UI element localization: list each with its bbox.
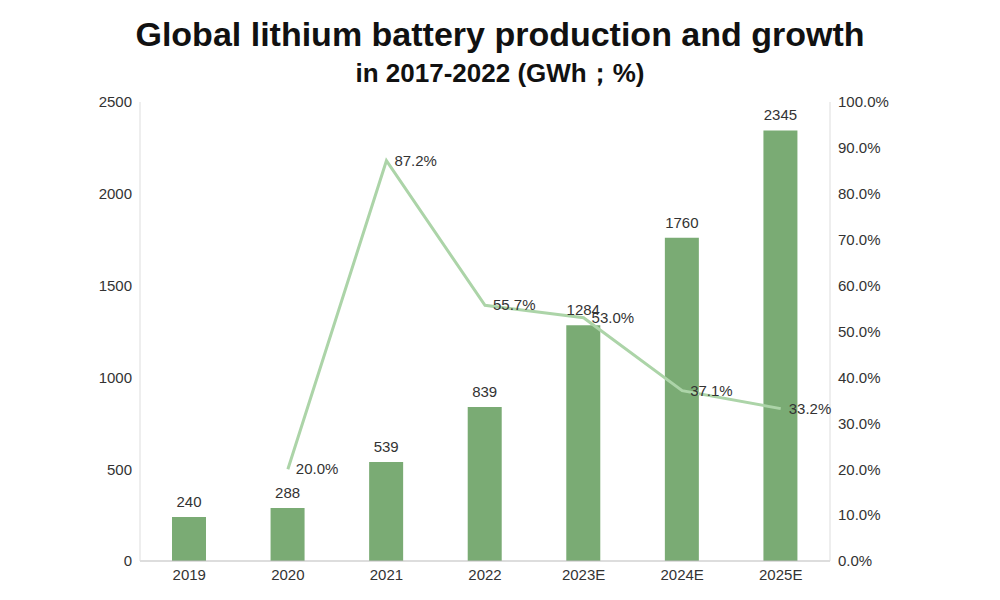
svg-text:2345: 2345	[764, 106, 797, 123]
svg-text:288: 288	[275, 484, 300, 501]
svg-text:90.0%: 90.0%	[838, 139, 881, 156]
svg-text:50.0%: 50.0%	[838, 323, 881, 340]
svg-text:1500: 1500	[99, 277, 132, 294]
svg-text:2023E: 2023E	[562, 566, 605, 583]
svg-text:1000: 1000	[99, 369, 132, 386]
svg-text:0.0%: 0.0%	[838, 552, 872, 569]
svg-text:2021: 2021	[370, 566, 403, 583]
svg-text:60.0%: 60.0%	[838, 277, 881, 294]
svg-text:80.0%: 80.0%	[838, 185, 881, 202]
svg-text:539: 539	[374, 438, 399, 455]
svg-text:240: 240	[176, 493, 201, 510]
svg-text:2019: 2019	[173, 566, 206, 583]
html-text:Global lithium battery product: Global lithium battery production and gr…	[135, 15, 865, 53]
svg-text:839: 839	[472, 383, 497, 400]
svg-text:2024E: 2024E	[660, 566, 703, 583]
svg-text:2000: 2000	[99, 185, 132, 202]
svg-text:20.0%: 20.0%	[838, 461, 881, 478]
svg-text:2020: 2020	[271, 566, 304, 583]
svg-text:100.0%: 100.0%	[838, 93, 889, 110]
svg-text:40.0%: 40.0%	[838, 369, 881, 386]
svg-text:55.7%: 55.7%	[493, 296, 536, 313]
svg-text:53.0%: 53.0%	[592, 309, 635, 326]
svg-text:1760: 1760	[665, 214, 698, 231]
svg-text:30.0%: 30.0%	[838, 415, 881, 432]
svg-text:1284: 1284	[566, 301, 600, 319]
svg-text:87.2%: 87.2%	[394, 152, 437, 169]
html-text:in 2017-2022 (GWh；%): in 2017-2022 (GWh；%)	[355, 58, 645, 88]
svg-text:33.2%: 33.2%	[789, 400, 832, 417]
svg-text:2022: 2022	[468, 566, 501, 583]
svg-text:0: 0	[124, 552, 132, 569]
svg-text:10.0%: 10.0%	[838, 506, 881, 523]
svg-text:500: 500	[107, 461, 132, 478]
svg-text:70.0%: 70.0%	[838, 231, 881, 248]
svg-text:37.1%: 37.1%	[690, 382, 733, 399]
svg-text:2500: 2500	[99, 93, 132, 110]
svg-text:20.0%: 20.0%	[296, 460, 339, 477]
svg-text:2025E: 2025E	[759, 566, 802, 583]
